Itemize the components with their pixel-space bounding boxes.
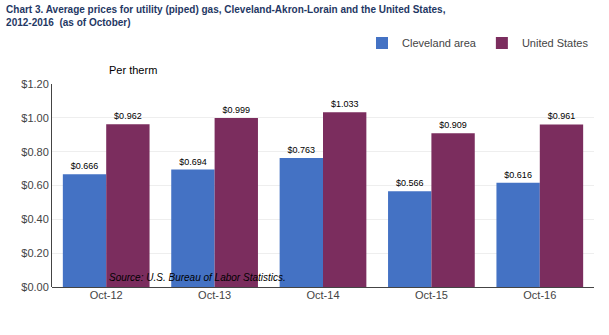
svg-text:$0.962: $0.962 (114, 111, 142, 121)
svg-text:Source: U.S. Bureau of Labor S: Source: U.S. Bureau of Labor Statistics. (109, 272, 286, 283)
svg-text:Cleveland area: Cleveland area (402, 37, 477, 49)
svg-text:$1.00: $1.00 (21, 112, 49, 124)
svg-text:Oct-15: Oct-15 (415, 289, 448, 301)
svg-text:United States: United States (522, 37, 589, 49)
svg-text:$0.763: $0.763 (288, 145, 316, 155)
svg-text:Oct-12: Oct-12 (90, 289, 123, 301)
svg-text:Oct-16: Oct-16 (523, 289, 556, 301)
svg-text:$0.666: $0.666 (71, 161, 99, 171)
svg-text:$0.00: $0.00 (21, 281, 49, 293)
svg-text:$0.999: $0.999 (223, 105, 251, 115)
svg-text:Oct-14: Oct-14 (306, 289, 339, 301)
svg-text:$0.961: $0.961 (548, 111, 576, 121)
svg-text:Chart 3. Average prices for ut: Chart 3. Average prices for utility (pip… (6, 4, 446, 28)
svg-text:$0.20: $0.20 (21, 247, 49, 259)
svg-text:$0.566: $0.566 (396, 178, 424, 188)
svg-text:$1.20: $1.20 (21, 78, 49, 90)
svg-text:$0.40: $0.40 (21, 213, 49, 225)
svg-text:$0.909: $0.909 (439, 120, 467, 130)
svg-text:$0.694: $0.694 (179, 157, 207, 167)
svg-text:$0.616: $0.616 (504, 170, 532, 180)
svg-text:$1.033: $1.033 (331, 99, 359, 109)
svg-text:$0.60: $0.60 (21, 179, 49, 191)
svg-text:Per therm: Per therm (109, 64, 157, 76)
svg-text:Oct-13: Oct-13 (198, 289, 231, 301)
svg-text:$0.80: $0.80 (21, 146, 49, 158)
